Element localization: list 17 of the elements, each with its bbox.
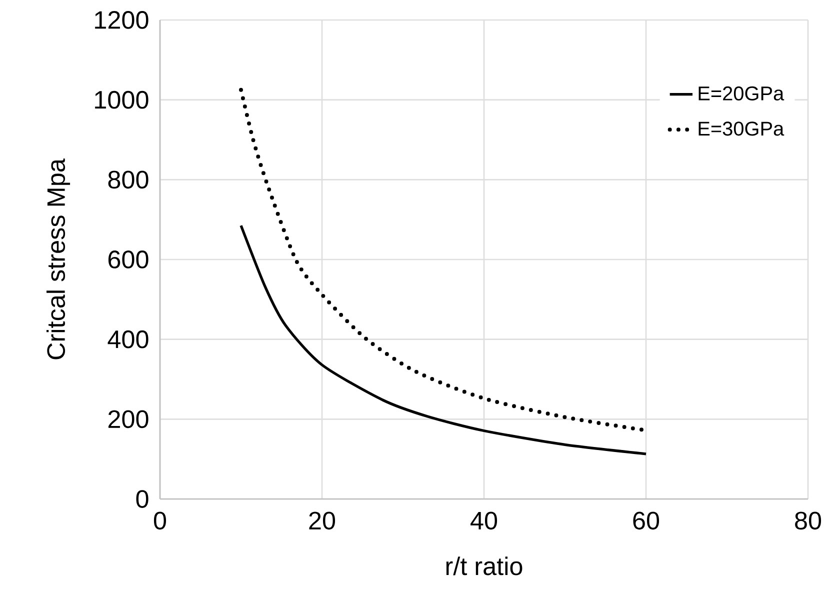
x-tick-label: 60 [633,512,660,530]
x-tick-label: 0 [154,512,166,530]
y-tick-label: 400 [108,330,148,348]
y-tick-label: 800 [108,170,148,189]
y-tick-label: 600 [108,250,148,268]
y-tick-label: 1200 [95,11,148,29]
y-tick-label: 200 [108,410,148,428]
legend-label: E=30GPa [698,122,784,136]
x-axis-title: r/t ratio [446,556,522,576]
x-tick-label: 40 [470,512,498,530]
y-axis-title: Critcal stress Mpa [46,158,70,360]
y-tick-label: 1000 [95,90,148,109]
line-series [240,224,648,456]
x-tick-label: 20 [309,512,336,530]
legend-label: E=20GPa [698,86,784,100]
y-tick-label: 0 [136,490,148,508]
x-tick-label: 80 [795,512,822,530]
